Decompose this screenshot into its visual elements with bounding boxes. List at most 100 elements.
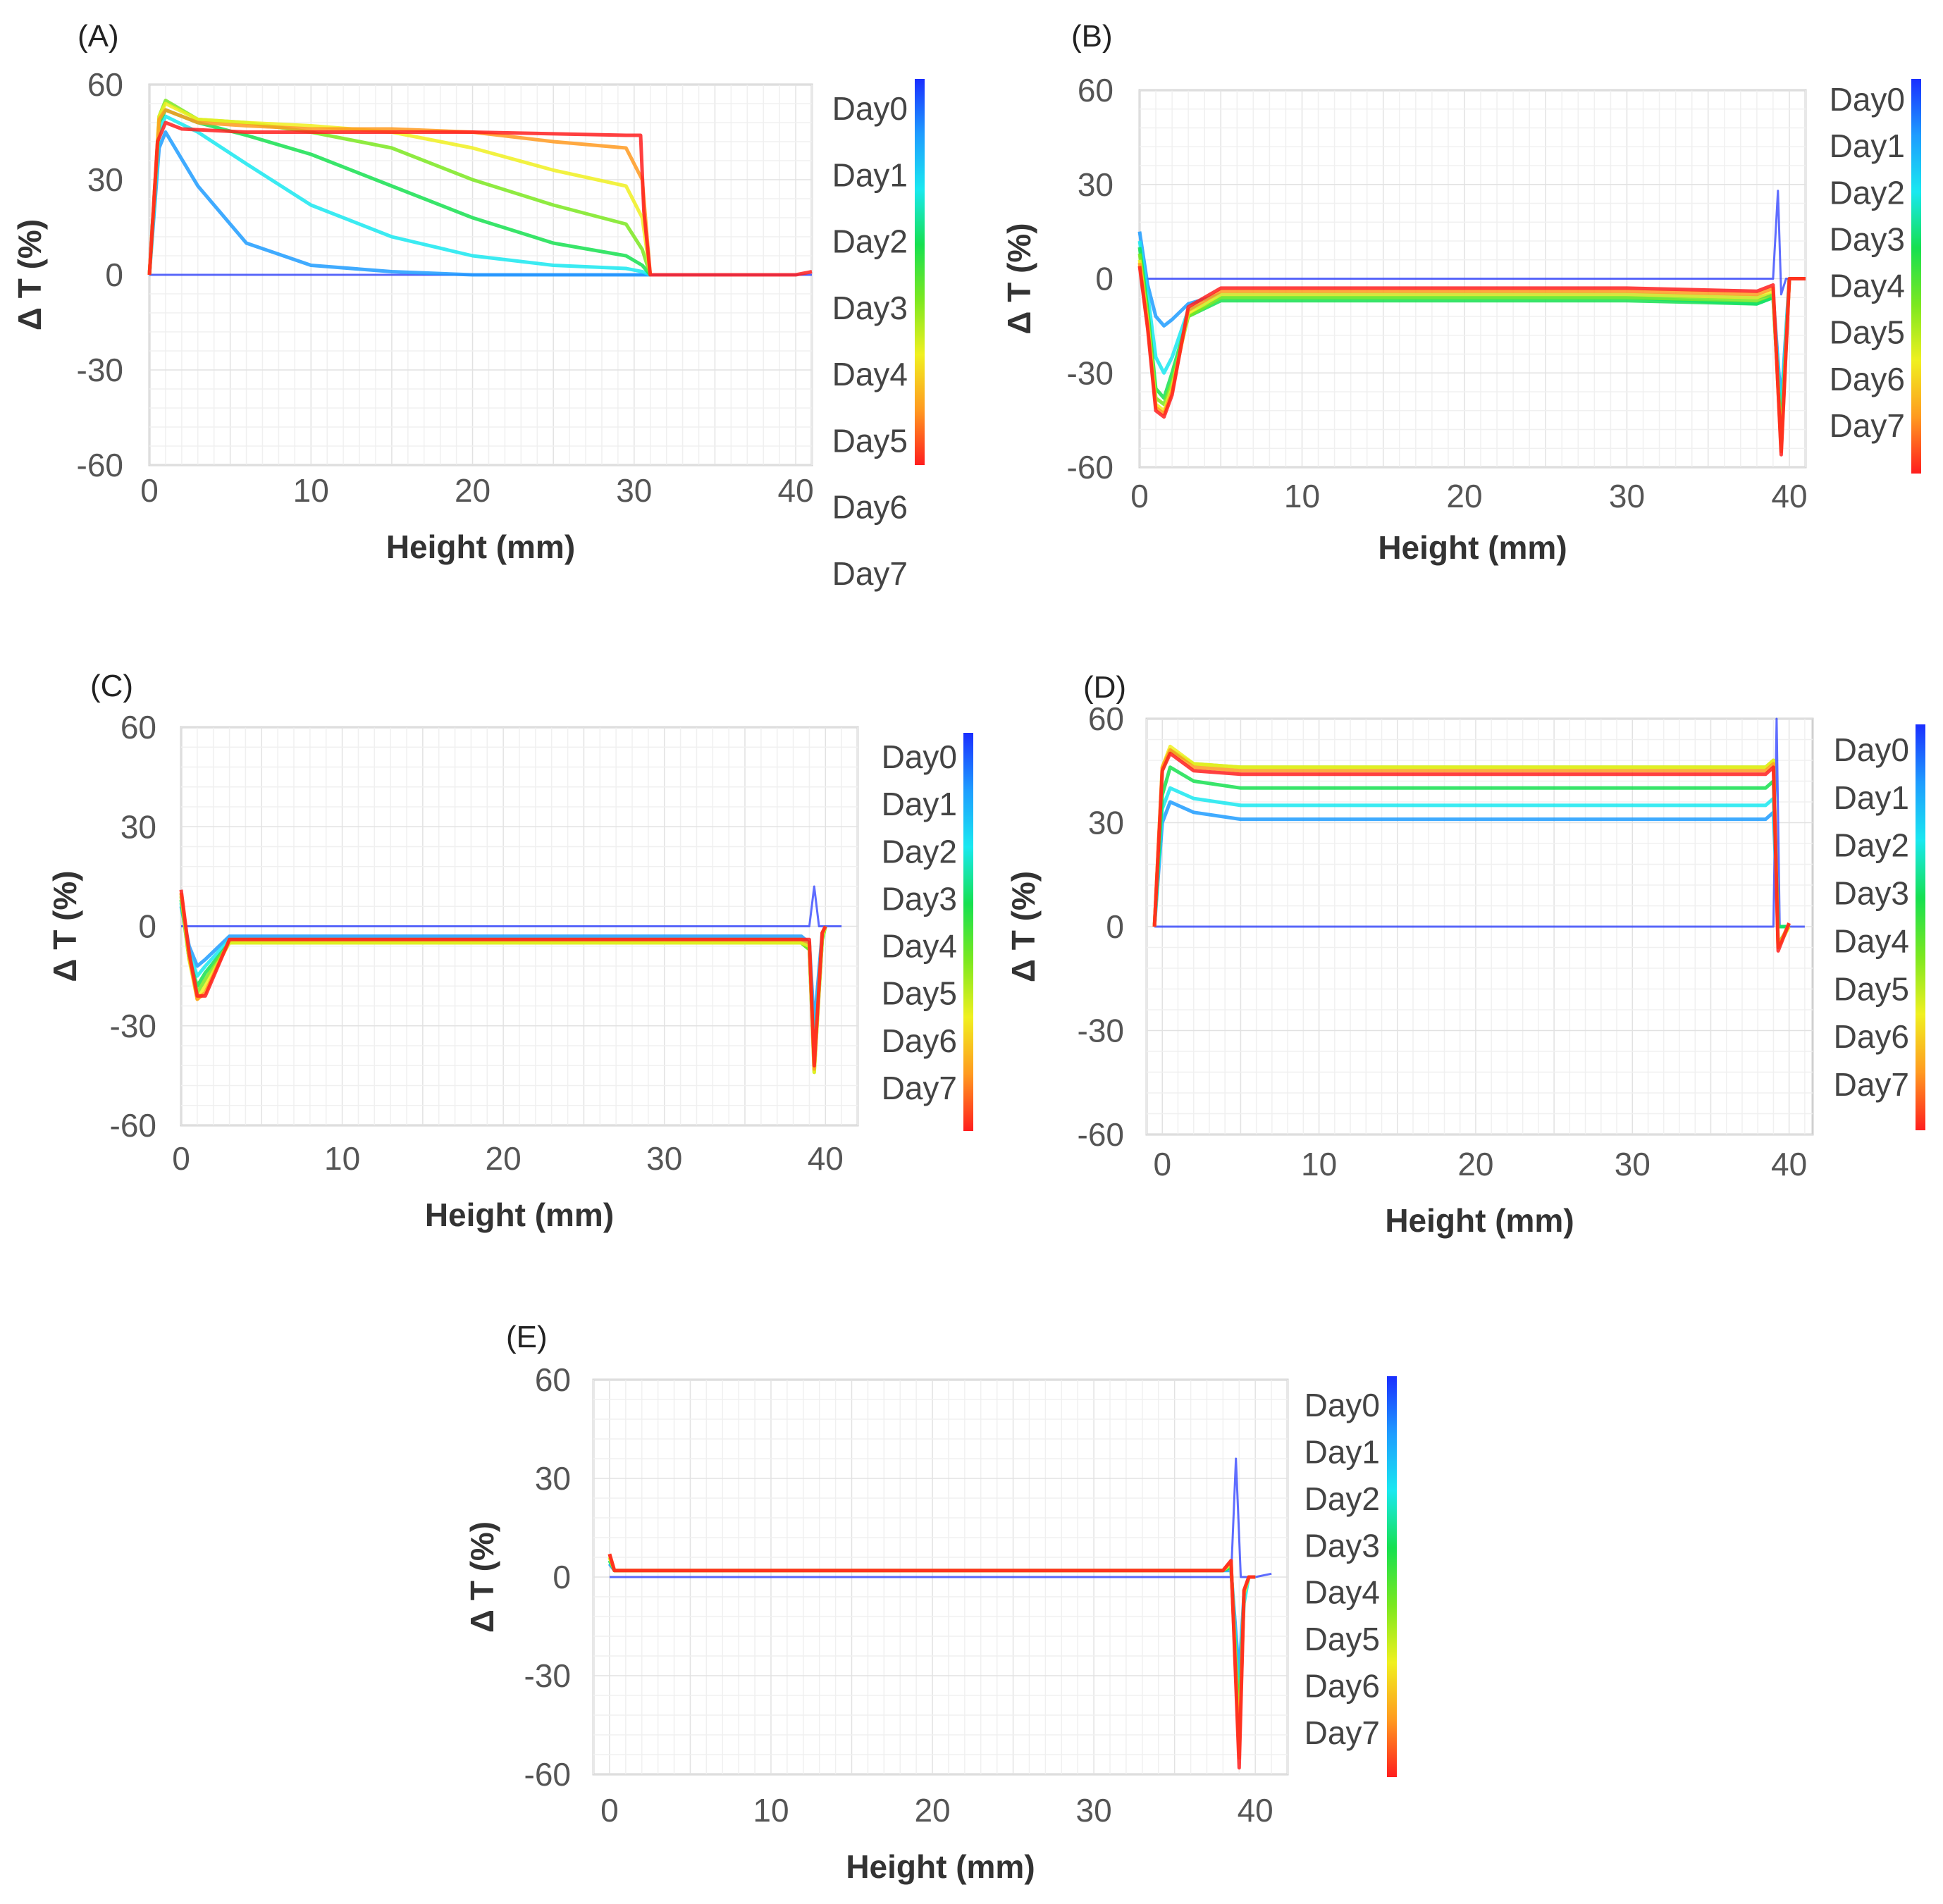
series-group (1137, 190, 1806, 457)
series-line-day7 (179, 889, 827, 1068)
x-tick-label: 20 (1457, 1146, 1493, 1182)
colorbar (1387, 1376, 1397, 1777)
x-tick-label: 10 (1301, 1146, 1337, 1182)
legend-entry: Day7 (1830, 407, 1905, 444)
chart-panel-e: 0 10 20 30 40 60 30 0 -30 -60 Height (mm) Δ T (%) (E… (464, 1320, 1397, 1885)
y-tick-label: -30 (524, 1657, 571, 1694)
series-group (1152, 717, 1805, 953)
legend-entry: Day1 (1830, 128, 1905, 164)
colorbar (963, 733, 973, 1131)
panel-label: (B) (1071, 19, 1113, 54)
legend-entry: Day6 (832, 489, 908, 526)
y-tick-label: -60 (1067, 449, 1114, 486)
x-axis-title: Height (mm) (425, 1197, 614, 1233)
y-tick-label: 30 (121, 808, 156, 845)
legend-entry: Day3 (1834, 875, 1909, 912)
legend-entry: Day0 (882, 738, 957, 775)
series-line-day6 (147, 108, 653, 276)
x-tick-label: 0 (600, 1792, 619, 1829)
series-group (607, 1457, 1272, 1770)
y-tick-label: 30 (87, 161, 123, 198)
legend-entry: Day6 (1304, 1668, 1380, 1705)
y-axis-title: Δ T (%) (1001, 223, 1037, 334)
legend-entry: Day6 (1834, 1018, 1909, 1055)
y-tick-label: -30 (1078, 1013, 1124, 1049)
x-tick-label: 40 (1771, 478, 1807, 514)
legend-entry: Day1 (832, 156, 908, 193)
chart-panel-a: 0 10 20 30 40 60 30 0 -30 -60 Height (mm) Δ T (%) (A… (11, 19, 925, 592)
legend-entry: Day6 (882, 1022, 957, 1059)
y-tick-label: 60 (1078, 72, 1114, 109)
x-tick-label: 20 (455, 472, 491, 509)
x-tick-label: 10 (324, 1140, 360, 1177)
legend-entry: Day0 (1304, 1387, 1380, 1423)
legend-entry: Day5 (882, 975, 957, 1012)
x-tick-label: 30 (646, 1140, 682, 1177)
y-tick-label: -60 (110, 1107, 156, 1144)
y-axis-title: Δ T (%) (1005, 871, 1042, 982)
series-line-day2 (147, 114, 651, 277)
x-tick-label: 40 (777, 472, 813, 509)
legend-entry: Day7 (1304, 1714, 1380, 1751)
y-tick-label: 0 (105, 256, 123, 293)
y-tick-label: 60 (121, 709, 156, 746)
x-tick-label: 30 (1076, 1792, 1112, 1829)
series-line-day7 (1152, 751, 1791, 953)
panel-label: (D) (1083, 670, 1126, 705)
legend-entry: Day3 (882, 880, 957, 917)
legend-entry: Day5 (1830, 314, 1905, 351)
y-tick-label: 30 (1078, 166, 1114, 203)
legend-entry: Day3 (1304, 1527, 1380, 1564)
y-tick-label: 0 (1095, 261, 1114, 297)
series-line-day7 (1137, 266, 1806, 457)
legend-entry: Day2 (832, 223, 908, 260)
y-axis-title: Δ T (%) (47, 870, 83, 982)
y-tick-label: 60 (1088, 700, 1124, 737)
legend-entry: Day4 (882, 928, 957, 965)
y-axis-title: Δ T (%) (11, 219, 48, 330)
series-group (179, 885, 842, 1075)
y-tick-label: 60 (535, 1361, 571, 1398)
y-tick-label: -30 (1067, 354, 1114, 391)
chart-panel-b: 0 10 20 30 40 60 30 0 -30 -60 Height (mm) Δ T (%) (B… (1001, 19, 1921, 566)
legend-entry: Day7 (1834, 1066, 1909, 1103)
legend-entry: Day2 (882, 833, 957, 870)
legend-entry: Day5 (1304, 1621, 1380, 1657)
series-line-day1 (147, 130, 650, 277)
x-tick-label: 20 (486, 1140, 522, 1177)
x-axis-title: Height (mm) (1378, 529, 1567, 566)
legend-entry: Day4 (1304, 1574, 1380, 1611)
x-tick-label: 30 (616, 472, 652, 509)
x-tick-label: 20 (1446, 478, 1482, 514)
x-tick-label: 0 (172, 1140, 190, 1177)
y-tick-label: 0 (1106, 908, 1124, 945)
legend-entry: Day0 (1834, 731, 1909, 768)
y-tick-label: -60 (1078, 1116, 1124, 1153)
x-tick-label: 10 (293, 472, 329, 509)
y-tick-label: -30 (110, 1008, 156, 1044)
legend-entry: Day7 (882, 1070, 957, 1106)
x-tick-label: 10 (1284, 478, 1320, 514)
x-tick-label: 30 (1615, 1146, 1651, 1182)
legend-entry: Day4 (1830, 268, 1905, 304)
legend-entry: Day2 (1830, 174, 1905, 211)
panel-label: (E) (506, 1320, 548, 1354)
grid (593, 1379, 1288, 1775)
panel-label: (A) (78, 19, 119, 54)
x-tick-label: 0 (1130, 478, 1149, 514)
y-axis-title: Δ T (%) (464, 1521, 500, 1633)
panel-label: (C) (90, 669, 133, 703)
x-tick-label: 40 (1771, 1146, 1807, 1182)
series-line-day7 (607, 1553, 1256, 1770)
x-tick-label: 10 (753, 1792, 789, 1829)
legend-entry: Day1 (1304, 1433, 1380, 1470)
legend-entry: Day0 (1830, 81, 1905, 118)
colorbar (1916, 724, 1925, 1130)
legend-entry: Day0 (832, 90, 908, 127)
y-tick-label: 0 (138, 908, 156, 945)
y-tick-label: -30 (77, 352, 123, 388)
y-tick-label: 30 (535, 1460, 571, 1497)
legend-entry: Day3 (832, 290, 908, 326)
legend-entry: Day5 (1834, 970, 1909, 1007)
